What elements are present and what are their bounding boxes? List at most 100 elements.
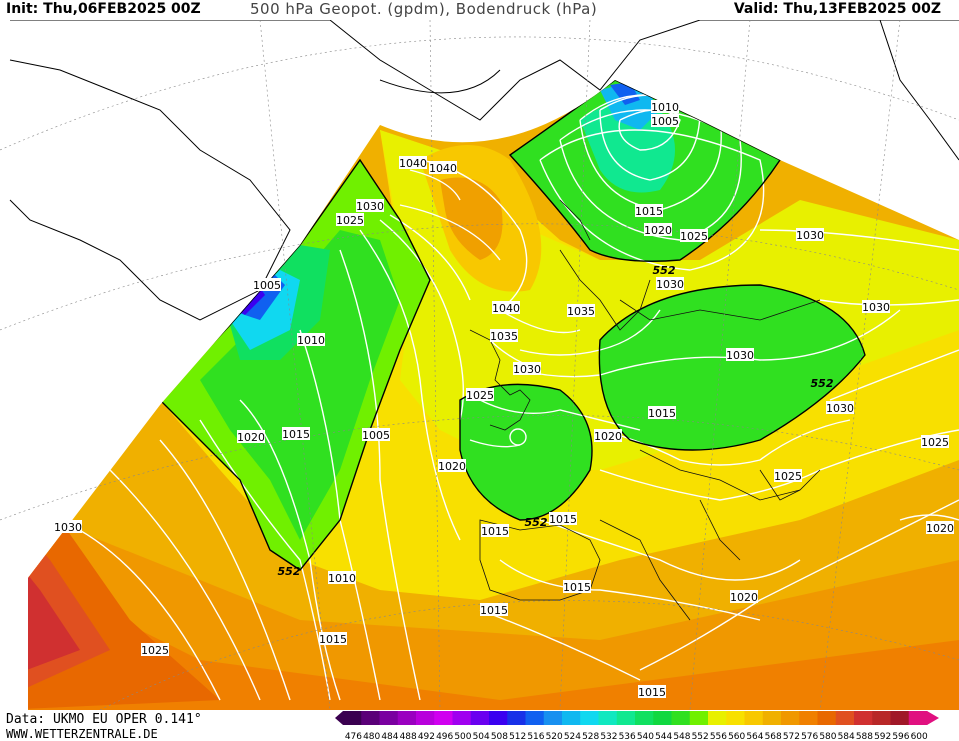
header-bar: Init: Thu,06FEB2025 00Z 500 hPa Geopot. … bbox=[0, 0, 959, 20]
isobar-label: 1025 bbox=[141, 643, 169, 657]
svg-text:1015: 1015 bbox=[635, 205, 663, 218]
scale-right-arrow bbox=[927, 711, 939, 725]
scale-swatch bbox=[762, 711, 782, 725]
scale-tick-label: 520 bbox=[546, 732, 563, 741]
isobar-label: 1025 bbox=[680, 229, 708, 243]
scale-tick-label: 516 bbox=[527, 732, 544, 741]
scale-swatch bbox=[799, 711, 818, 725]
isobar-label: 1010 bbox=[328, 571, 356, 585]
scale-tick-label: 480 bbox=[363, 732, 380, 741]
scale-tick-label: 492 bbox=[418, 732, 435, 741]
scale-swatch bbox=[525, 711, 545, 725]
coastlines bbox=[469, 199, 821, 621]
svg-text:1005: 1005 bbox=[651, 115, 679, 128]
isobar-label: 1020 bbox=[730, 590, 758, 604]
svg-text:1030: 1030 bbox=[356, 200, 384, 213]
geopotential-label: 552 bbox=[653, 264, 676, 277]
isobar-label: 1030 bbox=[796, 228, 824, 242]
isobar-label: 1015 bbox=[648, 406, 676, 420]
svg-text:1015: 1015 bbox=[549, 513, 577, 526]
geopotential-label: 552 bbox=[278, 565, 301, 578]
isobar-label: 1030 bbox=[54, 520, 82, 534]
svg-text:1010: 1010 bbox=[651, 101, 679, 114]
isobar-label: 1030 bbox=[726, 348, 754, 362]
isobar-label: 1030 bbox=[356, 199, 384, 213]
isobar-label: 1025 bbox=[774, 469, 802, 483]
isobar-label: 1015 bbox=[282, 427, 310, 441]
scale-swatch bbox=[781, 711, 800, 725]
scale-tick-label: 476 bbox=[345, 732, 362, 741]
svg-text:1040: 1040 bbox=[492, 302, 520, 315]
isobar-label: 1020 bbox=[438, 459, 466, 473]
svg-text:1005: 1005 bbox=[253, 279, 281, 292]
scale-swatch bbox=[890, 711, 910, 725]
svg-text:1015: 1015 bbox=[282, 428, 310, 441]
scale-swatch bbox=[653, 711, 672, 725]
scale-tick-label: 564 bbox=[746, 732, 763, 741]
svg-text:1020: 1020 bbox=[644, 224, 672, 237]
scale-tick-label: 524 bbox=[564, 732, 581, 741]
geopotential-label: 552 bbox=[525, 516, 548, 529]
svg-text:1015: 1015 bbox=[319, 633, 347, 646]
isobar-label: 1015 bbox=[319, 632, 347, 646]
scale-swatch bbox=[689, 711, 709, 725]
svg-text:1035: 1035 bbox=[567, 305, 595, 318]
scale-swatch bbox=[562, 711, 581, 725]
svg-text:1015: 1015 bbox=[563, 581, 591, 594]
isobar-label: 1025 bbox=[466, 388, 494, 402]
isobar-label: 1025 bbox=[336, 213, 364, 227]
scale-tick-label: 484 bbox=[381, 732, 398, 741]
scale-swatch bbox=[744, 711, 764, 725]
isobar-label: 1005 bbox=[362, 428, 390, 442]
isobar-label: 1020 bbox=[926, 521, 954, 535]
isobar-label: 1040 bbox=[492, 301, 520, 315]
isobar-label: 1015 bbox=[549, 512, 577, 526]
scale-tick-label: 548 bbox=[673, 732, 690, 741]
scale-swatch bbox=[507, 711, 526, 725]
isobar-label: 1015 bbox=[638, 685, 666, 699]
scale-tick-label: 592 bbox=[874, 732, 891, 741]
isobar-label: 1030 bbox=[513, 362, 541, 376]
scale-swatch bbox=[726, 711, 745, 725]
isobar-label: 1020 bbox=[644, 223, 672, 237]
scale-tick-label: 512 bbox=[509, 732, 526, 741]
weather-map: 1040 1040 1030 1025 1005 1010 1020 1015 1005 1020… bbox=[0, 20, 959, 710]
scale-tick-label: 504 bbox=[473, 732, 490, 741]
scale-tick-label: 536 bbox=[619, 732, 636, 741]
svg-text:1005: 1005 bbox=[362, 429, 390, 442]
chart-title: 500 hPa Geopot. (gpdm), Bodendruck (hPa) bbox=[250, 0, 598, 18]
scale-swatch bbox=[872, 711, 891, 725]
isobar-label: 1015 bbox=[635, 204, 663, 218]
isobar-label: 1005 bbox=[253, 278, 281, 292]
scale-tick-label: 588 bbox=[856, 732, 873, 741]
isobar-label: 1010 bbox=[297, 333, 325, 347]
svg-text:1025: 1025 bbox=[466, 389, 494, 402]
website-url: WWW.WETTERZENTRALE.DE bbox=[6, 727, 158, 741]
svg-text:1020: 1020 bbox=[730, 591, 758, 604]
scale-swatch bbox=[616, 711, 636, 725]
scale-tick-label: 580 bbox=[819, 732, 836, 741]
scale-swatch bbox=[434, 711, 453, 725]
svg-text:1010: 1010 bbox=[328, 572, 356, 585]
scale-tick-label: 552 bbox=[692, 732, 709, 741]
isobar-label: 1020 bbox=[594, 429, 622, 443]
svg-text:1025: 1025 bbox=[921, 436, 949, 449]
scale-swatch bbox=[671, 711, 691, 725]
isobar-label: 1005 bbox=[651, 114, 679, 128]
scale-tick-label: 496 bbox=[436, 732, 453, 741]
svg-text:1020: 1020 bbox=[438, 460, 466, 473]
scale-tick-label: 544 bbox=[655, 732, 672, 741]
svg-text:1030: 1030 bbox=[862, 301, 890, 314]
svg-text:1035: 1035 bbox=[490, 330, 518, 343]
color-scale-legend: 476 480 484 488 492 496 500 504 508 512 516 520 524 5… bbox=[335, 711, 939, 741]
valid-time: Valid: Thu,13FEB2025 00Z bbox=[733, 1, 941, 17]
graticule bbox=[0, 20, 959, 710]
svg-text:1015: 1015 bbox=[638, 686, 666, 699]
scale-tick-label: 584 bbox=[838, 732, 855, 741]
scale-swatch bbox=[635, 711, 654, 725]
scale-swatch bbox=[854, 711, 873, 725]
scale-swatch bbox=[416, 711, 435, 725]
isobar-label: 1040 bbox=[399, 156, 427, 170]
scale-swatch bbox=[708, 711, 727, 725]
svg-text:1015: 1015 bbox=[480, 604, 508, 617]
